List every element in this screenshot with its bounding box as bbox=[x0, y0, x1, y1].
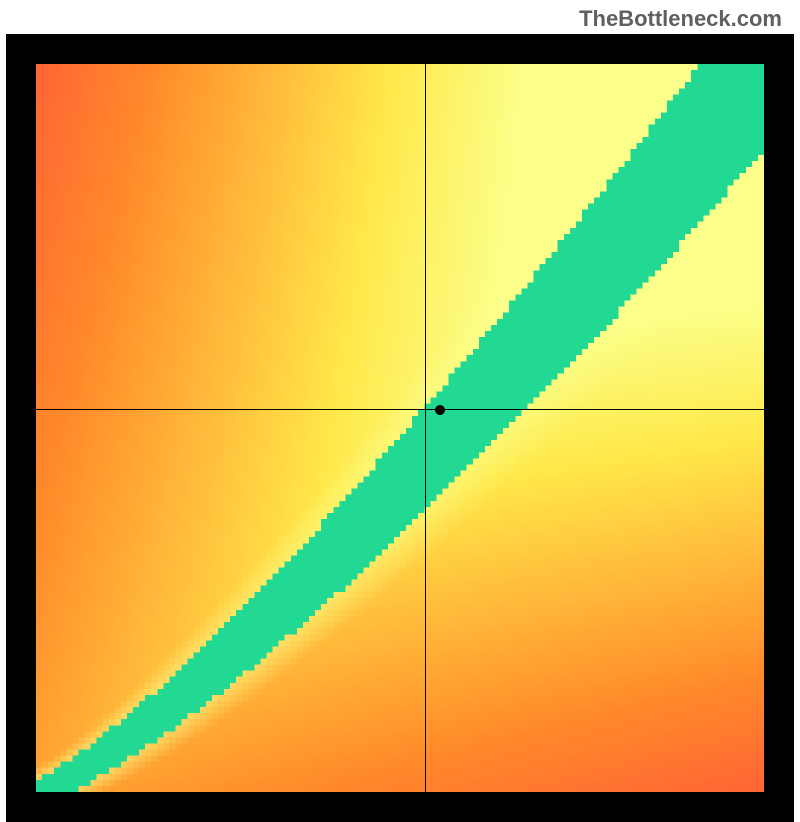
bottleneck-heatmap bbox=[36, 64, 764, 792]
crosshair-vertical bbox=[425, 64, 426, 792]
crosshair-horizontal bbox=[36, 409, 764, 410]
chart-container: TheBottleneck.com bbox=[0, 0, 800, 800]
watermark-text: TheBottleneck.com bbox=[579, 6, 782, 32]
selection-marker[interactable] bbox=[435, 405, 445, 415]
